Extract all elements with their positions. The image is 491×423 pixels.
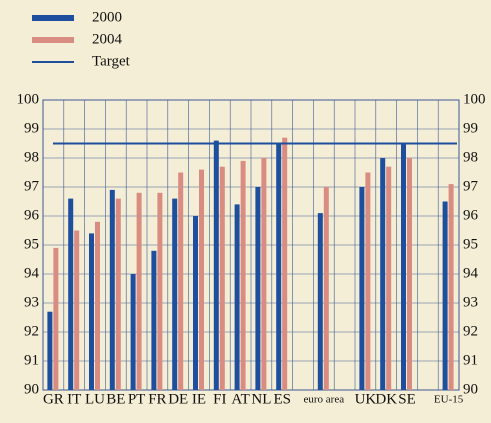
bar bbox=[386, 166, 392, 390]
bar bbox=[365, 172, 371, 390]
bar bbox=[380, 158, 386, 390]
bar bbox=[407, 158, 412, 390]
x-tick-label: FR bbox=[148, 391, 166, 407]
bar bbox=[442, 201, 448, 390]
bar bbox=[401, 143, 406, 390]
x-tick-label: SE bbox=[398, 391, 416, 407]
y-tick-label: 93 bbox=[24, 294, 39, 310]
x-tick-label: IE bbox=[192, 391, 206, 407]
y-tick-label: 100 bbox=[17, 91, 40, 107]
bar bbox=[115, 198, 121, 390]
bar bbox=[95, 221, 100, 390]
bar bbox=[276, 143, 282, 390]
y-tick-label: 97 bbox=[24, 178, 40, 194]
bar bbox=[323, 187, 329, 390]
x-tick-label: UK bbox=[355, 391, 377, 407]
y-tick-label: 94 bbox=[24, 265, 40, 281]
x-tick-label: DE bbox=[168, 391, 188, 407]
bar bbox=[359, 187, 365, 390]
y2-tick-label: 91 bbox=[463, 352, 478, 368]
x-tick-label: DK bbox=[375, 391, 397, 407]
bar bbox=[234, 204, 240, 390]
y-tick-label: 98 bbox=[24, 149, 39, 165]
y2-tick-label: 96 bbox=[463, 207, 479, 223]
legend-swatch bbox=[32, 15, 74, 21]
bar bbox=[151, 250, 157, 390]
x-tick-label: BE bbox=[106, 391, 125, 407]
y-tick-label: 92 bbox=[24, 323, 39, 339]
y2-tick-label: 98 bbox=[463, 149, 478, 165]
y2-tick-label: 90 bbox=[463, 381, 478, 397]
bar bbox=[68, 198, 74, 390]
y-tick-label: 95 bbox=[24, 236, 39, 252]
legend-label: 2000 bbox=[92, 9, 122, 25]
x-tick-label: AT bbox=[231, 391, 249, 407]
bar bbox=[130, 274, 136, 390]
bar bbox=[53, 247, 59, 390]
bar bbox=[109, 189, 115, 390]
bar bbox=[261, 158, 267, 390]
bar bbox=[193, 216, 198, 390]
y2-tick-label: 97 bbox=[463, 178, 479, 194]
y-tick-label: 96 bbox=[24, 207, 40, 223]
x-tick-label: NL bbox=[251, 391, 271, 407]
x-tick-label: EU-15 bbox=[434, 394, 464, 406]
y-tick-label: 90 bbox=[24, 381, 39, 397]
bar bbox=[282, 137, 288, 390]
bar bbox=[136, 192, 142, 390]
y2-tick-label: 95 bbox=[463, 236, 478, 252]
bar bbox=[47, 311, 53, 390]
bar bbox=[240, 160, 246, 390]
legend-label: 2004 bbox=[92, 31, 123, 47]
y-tick-label: 99 bbox=[24, 120, 39, 136]
x-tick-label: FI bbox=[213, 391, 226, 407]
bar bbox=[219, 166, 225, 390]
bar bbox=[448, 184, 454, 390]
x-tick-label: LU bbox=[85, 391, 105, 407]
bar bbox=[74, 230, 80, 390]
y-tick-label: 91 bbox=[24, 352, 39, 368]
x-tick-label: PT bbox=[128, 391, 146, 407]
y2-tick-label: 100 bbox=[463, 91, 486, 107]
legend-swatch bbox=[32, 37, 74, 43]
y2-tick-label: 93 bbox=[463, 294, 478, 310]
bar bbox=[89, 233, 94, 390]
y2-tick-label: 99 bbox=[463, 120, 478, 136]
y2-tick-label: 94 bbox=[463, 265, 479, 281]
bar bbox=[255, 187, 261, 390]
x-tick-label: euro area bbox=[303, 394, 344, 406]
bar bbox=[213, 140, 219, 390]
x-tick-label: IT bbox=[67, 391, 81, 407]
legend-label: Target bbox=[92, 53, 131, 69]
x-tick-label: ES bbox=[273, 391, 291, 407]
x-tick-label: GR bbox=[43, 391, 64, 407]
y2-tick-label: 92 bbox=[463, 323, 478, 339]
bar bbox=[199, 169, 204, 390]
bar bbox=[157, 192, 163, 390]
bar bbox=[317, 213, 323, 390]
bar bbox=[178, 172, 184, 390]
bar bbox=[172, 198, 178, 390]
